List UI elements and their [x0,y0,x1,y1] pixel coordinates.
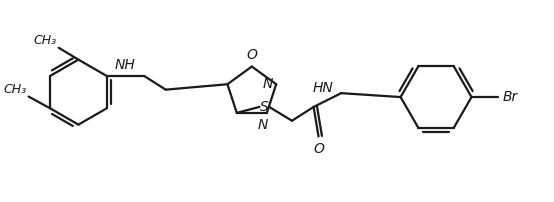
Text: S: S [260,100,269,114]
Text: O: O [313,142,324,156]
Text: N: N [258,118,268,132]
Text: N: N [263,77,274,91]
Text: HN: HN [313,81,334,95]
Text: CH₃: CH₃ [34,34,57,47]
Text: CH₃: CH₃ [3,83,27,96]
Text: O: O [247,48,257,62]
Text: NH: NH [115,58,136,72]
Text: Br: Br [503,90,519,104]
